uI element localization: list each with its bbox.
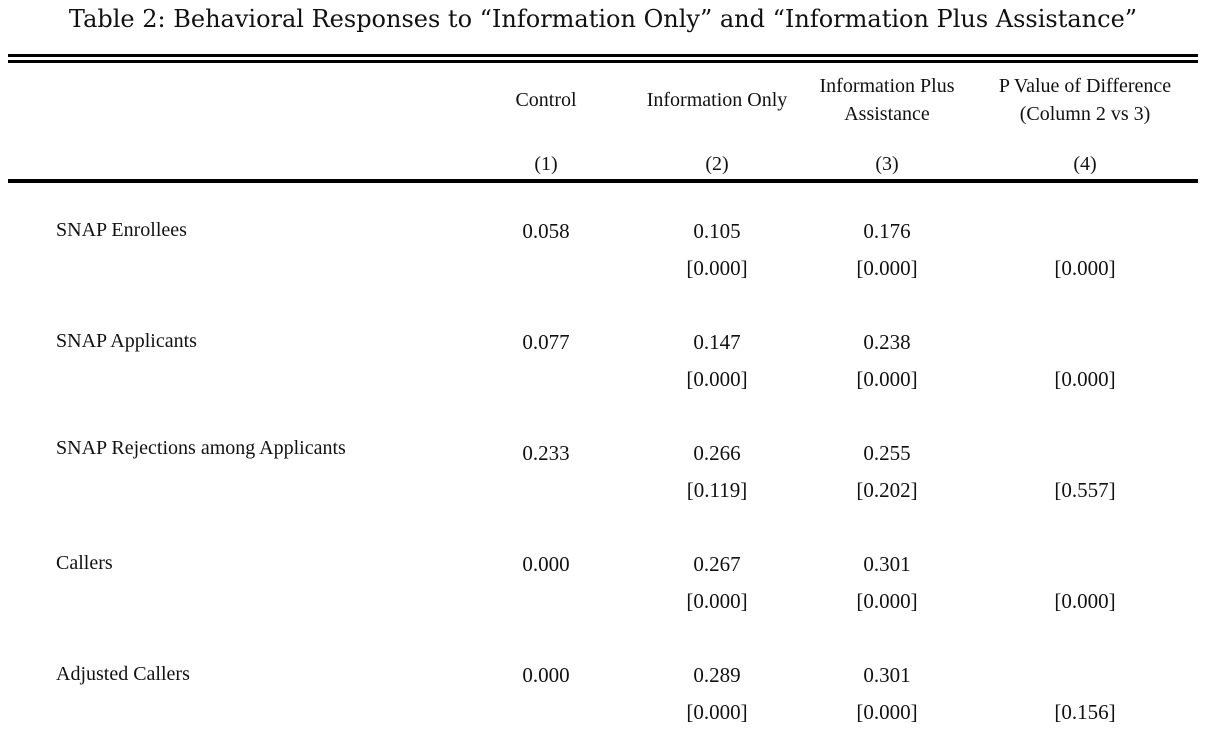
cell-information-only: 0.267 [693, 552, 741, 576]
row-label: Adjusted Callers [56, 663, 190, 685]
cell-information-plus: 0.255 [863, 441, 911, 465]
row-label: SNAP Applicants [56, 330, 197, 352]
column-number-3: (3) [875, 153, 899, 175]
cell-information-only-pvalue: [0.000] [686, 589, 748, 613]
cell-difference-pvalue: [0.000] [1054, 367, 1116, 391]
cell-information-plus-pvalue: [0.202] [856, 478, 918, 502]
cell-information-plus-pvalue: [0.000] [856, 700, 918, 724]
cell-control: 0.233 [522, 441, 570, 465]
cell-information-only: 0.105 [693, 219, 741, 243]
cell-information-only: 0.289 [693, 663, 741, 687]
cell-information-plus: 0.238 [863, 330, 911, 354]
cell-information-only-pvalue: [0.119] [686, 478, 748, 502]
cell-difference-pvalue: [0.000] [1054, 256, 1116, 280]
column-number-1: (1) [534, 153, 558, 175]
cell-information-plus: 0.176 [863, 219, 911, 243]
column-header-p-value-line2: (Column 2 vs 3) [1019, 103, 1151, 125]
cell-control: 0.058 [522, 219, 570, 243]
cell-information-only-pvalue: [0.000] [686, 256, 748, 280]
column-header-p-value-line1: P Value of Difference [998, 75, 1172, 97]
row-label: Callers [56, 552, 113, 574]
header-rule [8, 179, 1198, 183]
top-rule-lower [8, 60, 1198, 63]
top-rule-upper [8, 54, 1198, 57]
column-number-2: (2) [705, 153, 729, 175]
column-header-information-only: Information Only [637, 86, 797, 114]
cell-information-plus: 0.301 [863, 663, 911, 687]
column-header-information-plus-line2: Assistance [844, 103, 930, 125]
cell-control: 0.077 [522, 330, 570, 354]
column-number-4: (4) [1073, 153, 1097, 175]
row-label: SNAP Enrollees [56, 219, 187, 241]
cell-difference-pvalue: [0.000] [1054, 589, 1116, 613]
cell-control: 0.000 [522, 663, 570, 687]
column-header-information-only-label: Information Only [646, 89, 788, 111]
cell-difference-pvalue: [0.156] [1054, 700, 1116, 724]
column-header-information-plus-line1: Information Plus [819, 75, 955, 97]
column-header-control: Control [486, 86, 606, 114]
cell-information-only: 0.147 [693, 330, 741, 354]
cell-information-plus: 0.301 [863, 552, 911, 576]
cell-information-plus-pvalue: [0.000] [856, 256, 918, 280]
cell-control: 0.000 [522, 552, 570, 576]
cell-information-plus-pvalue: [0.000] [856, 367, 918, 391]
cell-information-only-pvalue: [0.000] [686, 700, 748, 724]
row-label: SNAP Rejections among Applicants [56, 437, 346, 459]
cell-information-only-pvalue: [0.000] [686, 367, 748, 391]
column-header-control-label: Control [515, 89, 577, 111]
cell-difference-pvalue: [0.557] [1054, 478, 1116, 502]
table-caption: Table 2: Behavioral Responses to “Inform… [68, 5, 1138, 33]
column-header-information-plus-assistance: Information Plus Assistance [807, 72, 967, 128]
cell-information-plus-pvalue: [0.000] [856, 589, 918, 613]
cell-information-only: 0.266 [693, 441, 741, 465]
column-header-p-value: P Value of Difference (Column 2 vs 3) [985, 72, 1185, 128]
